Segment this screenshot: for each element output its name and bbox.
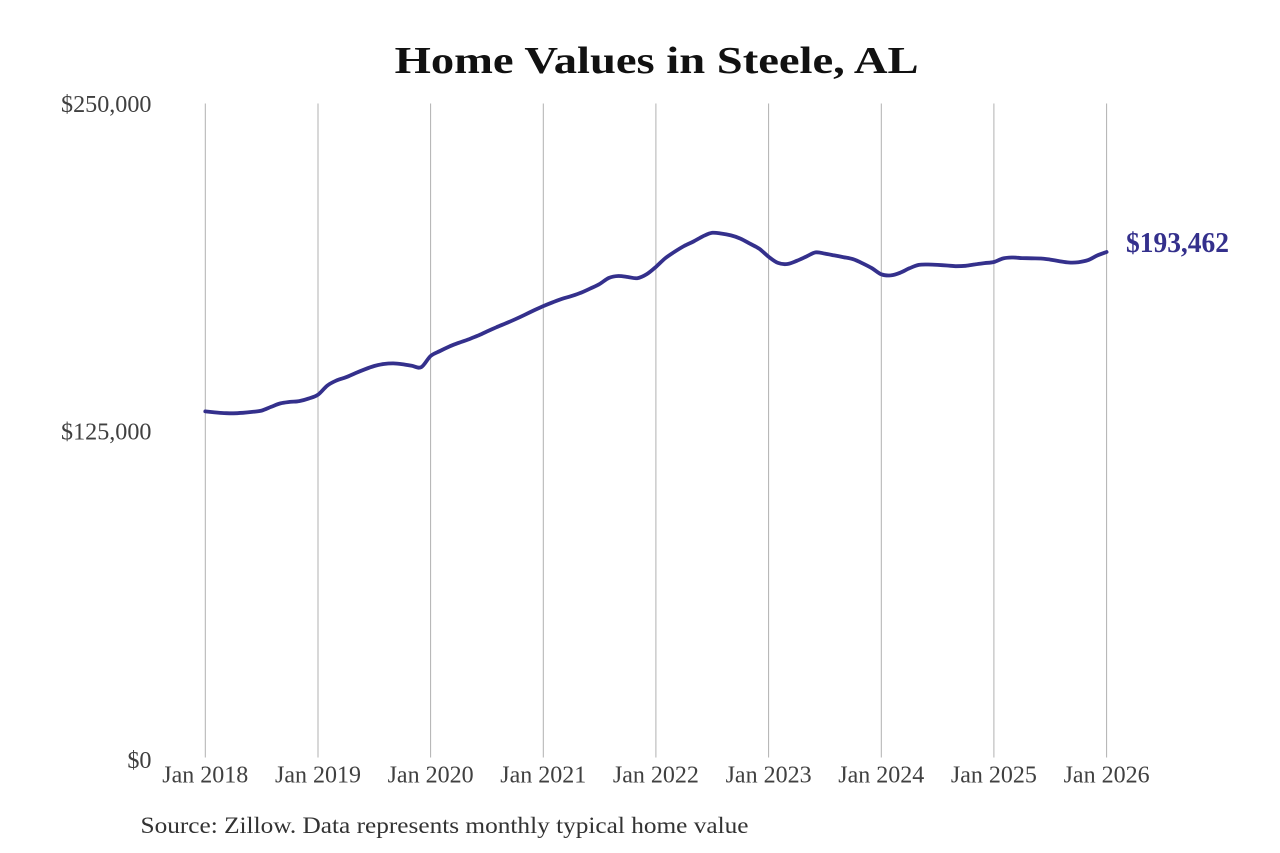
svg-text:Jan 2025: Jan 2025 (951, 762, 1037, 789)
svg-text:Jan 2020: Jan 2020 (388, 762, 474, 789)
svg-text:Home Values in Steele, AL: Home Values in Steele, AL (395, 40, 919, 82)
svg-text:$193,462: $193,462 (1126, 227, 1229, 259)
svg-text:$125,000: $125,000 (61, 419, 152, 446)
svg-text:$250,000: $250,000 (61, 91, 152, 118)
svg-text:Jan 2023: Jan 2023 (726, 762, 812, 789)
svg-text:Jan 2018: Jan 2018 (162, 762, 248, 789)
svg-text:$0: $0 (127, 747, 151, 774)
svg-text:Jan 2022: Jan 2022 (613, 762, 699, 789)
svg-text:Jan 2021: Jan 2021 (500, 762, 586, 789)
svg-text:Jan 2024: Jan 2024 (838, 762, 924, 789)
svg-text:Jan 2019: Jan 2019 (275, 762, 361, 789)
svg-text:Source: Zillow. Data represent: Source: Zillow. Data represents monthly … (141, 813, 749, 839)
svg-text:Jan 2026: Jan 2026 (1064, 762, 1150, 789)
